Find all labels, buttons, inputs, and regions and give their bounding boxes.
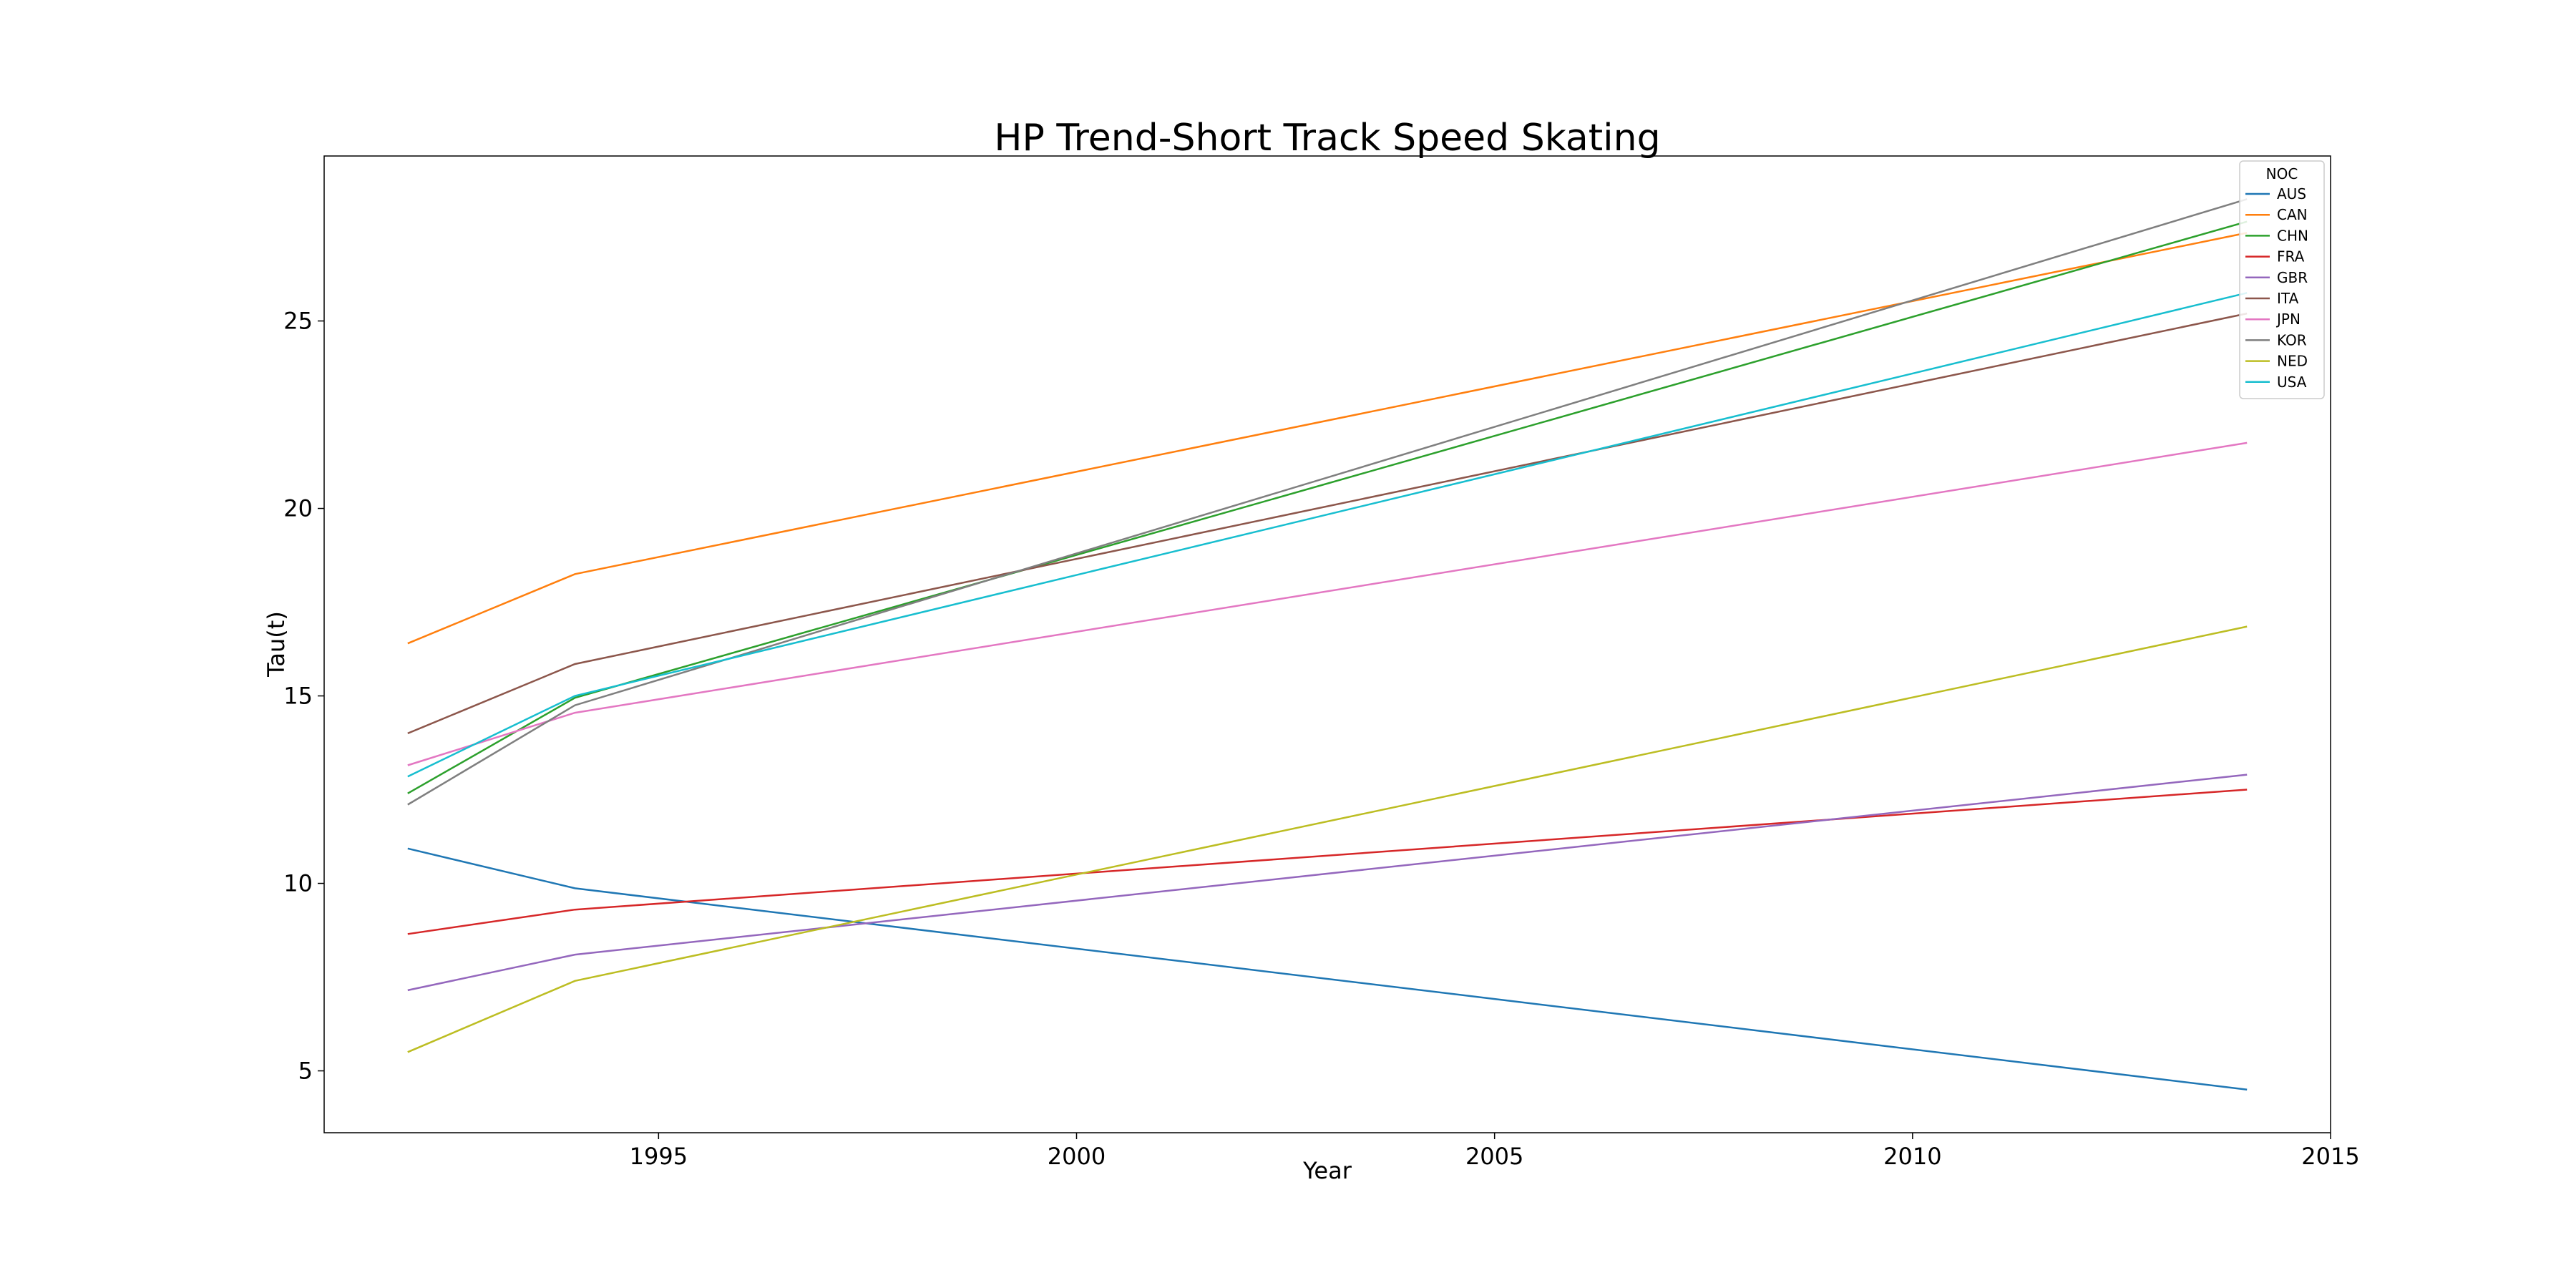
legend-label-ned: NED: [2277, 353, 2308, 370]
series-line-ita: [407, 312, 2248, 735]
x-tick-label: 1995: [630, 1143, 688, 1170]
y-tick-label: 5: [298, 1058, 313, 1085]
x-tick-label: 2000: [1048, 1143, 1106, 1170]
x-tick-label: 2005: [1465, 1143, 1523, 1170]
legend-label-kor: KOR: [2277, 331, 2307, 348]
series-line-can: [407, 232, 2248, 645]
plot-frame: [323, 155, 2331, 1133]
legend-label-chn: CHN: [2277, 227, 2308, 244]
legend: NOC AUS CAN CHN FRA GBR ITA JPN KOR NED USA: [2239, 160, 2325, 399]
y-axis-label: Tau(t): [263, 611, 290, 678]
x-axis-label: Year: [1302, 1157, 1352, 1184]
y-tick-label: 20: [283, 495, 313, 522]
legend-label-usa: USA: [2277, 374, 2307, 391]
x-axis: 1995 2000 2005 2010 2015: [630, 1133, 2360, 1170]
y-tick-label: 10: [283, 870, 313, 897]
legend-label-aus: AUS: [2277, 185, 2306, 203]
y-tick-label: 15: [283, 683, 313, 710]
series-line-usa: [407, 292, 2248, 778]
chart-title: HP Trend-Short Track Speed Skating: [994, 117, 1660, 160]
series-line-kor: [407, 198, 2248, 806]
legend-box: [2239, 160, 2325, 399]
x-tick-label: 2010: [1883, 1143, 1941, 1170]
legend-label-jpn: JPN: [2275, 311, 2301, 328]
series-line-fra: [407, 789, 2248, 935]
plot-area: [407, 198, 2248, 1091]
legend-label-ita: ITA: [2277, 290, 2299, 307]
legend-title: NOC: [2266, 165, 2298, 182]
legend-label-gbr: GBR: [2277, 269, 2308, 286]
x-tick-label: 2015: [2301, 1143, 2359, 1170]
series-line-ned: [407, 625, 2248, 1053]
y-tick-label: 25: [283, 308, 313, 335]
series-line-gbr: [407, 774, 2248, 992]
series-line-jpn: [407, 441, 2248, 766]
series-line-chn: [407, 220, 2248, 794]
legend-label-can: CAN: [2277, 206, 2308, 223]
legend-label-fra: FRA: [2277, 248, 2305, 265]
y-axis: 5 10 15 20 25: [283, 308, 324, 1085]
series-line-aus: [407, 847, 2248, 1091]
